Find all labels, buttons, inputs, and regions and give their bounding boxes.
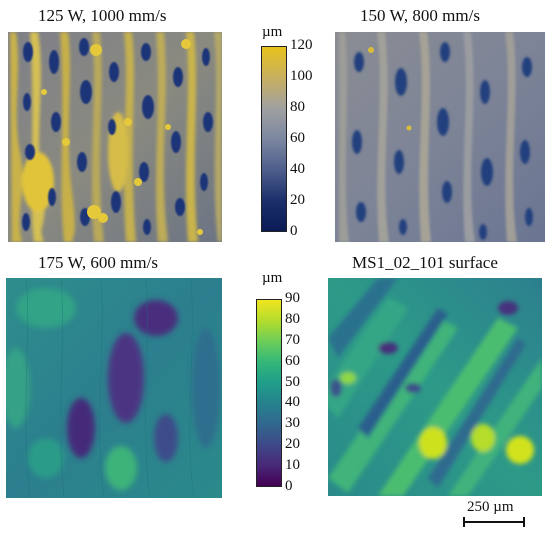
colorbar-unit-top: µm	[262, 24, 283, 40]
scale-bar-label: 250 µm	[467, 499, 514, 515]
colorbar-top-tick-0: 0	[290, 223, 298, 239]
scale-bar	[463, 517, 525, 527]
panel-title-150w: 150 W, 800 mm/s	[360, 6, 480, 25]
colorbar-bottom-tick-40: 40	[285, 394, 300, 411]
colorbar-bottom-tick-90: 90	[285, 290, 300, 306]
colorbar-top-tick-100: 100	[290, 68, 313, 84]
colorbar-unit-bottom: µm	[262, 270, 283, 286]
colorbar-bottom-tick-10: 10	[285, 457, 300, 474]
surface-image-125w	[8, 32, 222, 242]
colorbar-viridis	[256, 299, 282, 487]
surface-image-150w	[335, 32, 545, 242]
colorbar-bottom-tick-70: 70	[285, 331, 300, 348]
colorbar-bottom-tick-50: 50	[285, 373, 300, 390]
colorbar-top-tick-120: 120	[290, 37, 313, 53]
colorbar-top-tick-40: 40	[290, 161, 305, 177]
colorbar-bottom-tick-60: 60	[285, 352, 300, 369]
colorbar-cividis	[261, 46, 287, 232]
colorbar-bottom-tick-80: 80	[285, 310, 300, 327]
panel-title-ms1-surface: MS1_02_101 surface	[352, 253, 498, 272]
colorbar-bottom-tick-30: 30	[285, 415, 300, 432]
panel-title-175w: 175 W, 600 mm/s	[38, 253, 158, 272]
colorbar-top-tick-80: 80	[290, 99, 305, 115]
colorbar-top-tick-20: 20	[290, 192, 305, 208]
surface-image-175w	[6, 278, 222, 498]
panel-title-125w: 125 W, 1000 mm/s	[38, 6, 167, 25]
colorbar-top-tick-60: 60	[290, 130, 305, 146]
colorbar-bottom-tick-0: 0	[285, 478, 293, 494]
surface-image-ms1-02-101	[328, 278, 542, 496]
colorbar-bottom-tick-20: 20	[285, 436, 300, 453]
